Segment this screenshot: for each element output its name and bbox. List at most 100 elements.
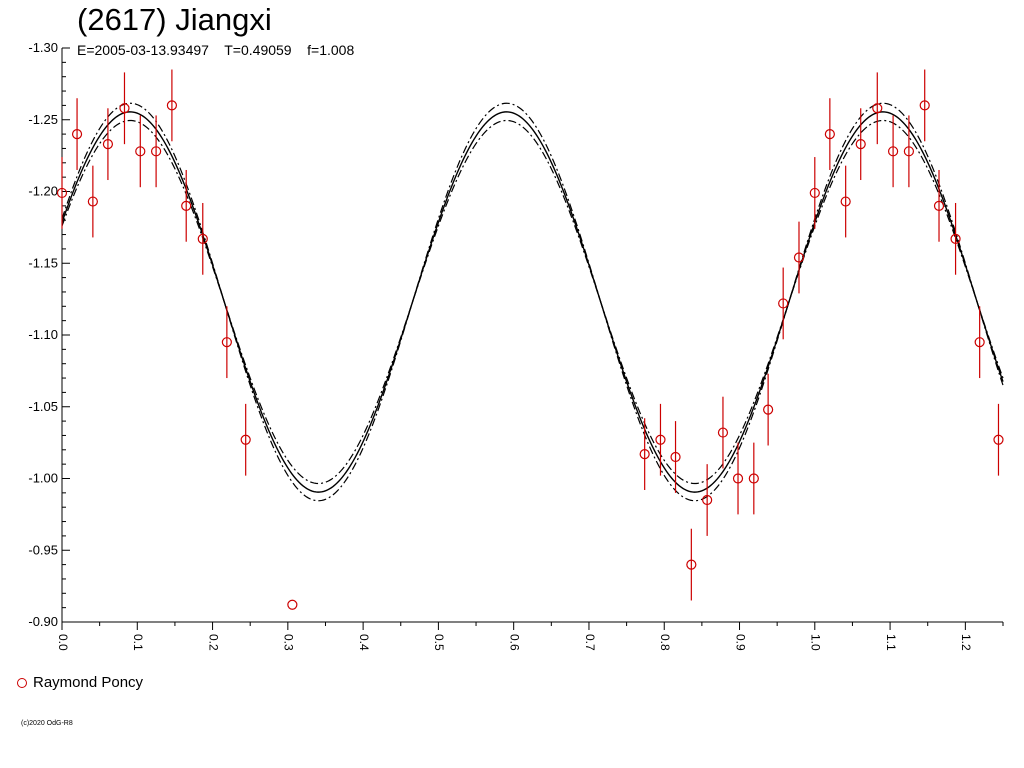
point-marker — [793, 252, 805, 263]
data-point — [974, 306, 985, 379]
x-tick-label: 0.8 — [658, 634, 672, 651]
x-tick-label: 1.2 — [959, 634, 973, 651]
x-tick-label: 0.7 — [583, 634, 597, 651]
data-point — [287, 599, 298, 610]
point-marker — [287, 599, 298, 610]
chart-subtitle: E=2005-03-13.93497 T=0.49059 f=1.008 — [77, 42, 355, 58]
x-tick-label: 1.1 — [884, 634, 898, 651]
point-marker — [166, 100, 178, 111]
point-marker — [903, 146, 915, 157]
y-tick-label: -1.30 — [28, 40, 58, 55]
point-marker — [702, 494, 713, 506]
data-point — [686, 528, 697, 601]
data-point — [151, 115, 162, 188]
y-tick-label: -1.15 — [28, 255, 58, 270]
data-point — [181, 169, 192, 242]
x-tick-label: 0.0 — [56, 634, 70, 651]
x-tick-label: 0.1 — [131, 634, 145, 651]
point-marker — [993, 434, 1004, 445]
chart-title: (2617) Jiangxi — [77, 2, 272, 37]
data-point — [670, 421, 681, 493]
point-marker — [181, 200, 192, 211]
point-marker — [717, 427, 729, 438]
point-marker — [919, 100, 930, 111]
data-point — [119, 72, 130, 145]
data-point — [732, 442, 744, 515]
point-marker — [763, 404, 774, 415]
point-marker — [102, 139, 114, 150]
point-marker — [855, 139, 866, 150]
x-tick-label: 0.2 — [206, 634, 220, 651]
point-marker — [240, 434, 251, 445]
point-marker — [809, 187, 820, 199]
data-point — [824, 98, 835, 170]
data-point — [903, 115, 915, 188]
data-point — [702, 464, 713, 536]
data-point — [639, 418, 650, 490]
data-point — [197, 202, 208, 275]
point-marker — [887, 146, 899, 157]
data-point — [933, 169, 945, 242]
point-marker — [151, 146, 162, 157]
data-point — [135, 115, 146, 188]
data-point — [993, 403, 1004, 476]
x-tick-label: 0.5 — [432, 634, 446, 651]
data-point — [655, 403, 666, 476]
data-point — [793, 221, 805, 294]
x-tick-label: 0.4 — [357, 634, 371, 651]
data-point — [840, 165, 851, 238]
fit-lower-envelope — [61, 119, 1004, 485]
fit-upper-envelope — [61, 102, 1004, 502]
x-tick-label: 0.9 — [733, 634, 747, 651]
data-point — [950, 202, 961, 275]
data-point — [240, 403, 251, 476]
point-marker — [732, 473, 744, 484]
legend-marker-icon — [17, 677, 27, 688]
data-point — [166, 69, 178, 142]
point-marker — [639, 449, 650, 460]
point-marker — [655, 434, 666, 445]
y-tick-label: -1.05 — [28, 399, 58, 414]
data-point — [71, 98, 83, 170]
data-point — [56, 157, 68, 229]
point-marker — [71, 129, 83, 140]
data-point — [855, 108, 866, 181]
legend-label: Raymond Poncy — [33, 674, 144, 691]
data-point — [102, 108, 114, 181]
data-point — [919, 69, 930, 142]
copyright: (c)2020 OdG-R8 — [21, 720, 73, 727]
data-point — [887, 115, 899, 188]
point-marker — [686, 559, 697, 570]
point-marker — [221, 337, 232, 348]
data-point — [221, 306, 232, 379]
data-point — [748, 442, 759, 515]
data-point — [809, 157, 820, 229]
point-marker — [974, 337, 985, 348]
y-tick-label: -1.00 — [28, 471, 58, 486]
axes: -1.30 -1.25 -1.20 -1.15 -1.10 -1.05 -1.00 -0.95… — [28, 40, 1004, 651]
fit-curves — [61, 102, 1004, 502]
y-tick-label: -1.20 — [28, 184, 58, 199]
data-point — [717, 396, 729, 469]
x-tick-label: 1.0 — [809, 634, 823, 651]
data-point — [872, 72, 883, 145]
point-marker — [778, 298, 789, 309]
data-points — [56, 69, 1004, 610]
x-tick-label: 0.6 — [508, 634, 522, 651]
point-marker — [933, 200, 945, 211]
point-marker — [197, 233, 208, 244]
point-marker — [670, 451, 681, 463]
point-marker — [135, 146, 146, 157]
point-marker — [824, 129, 835, 140]
point-marker — [748, 473, 759, 484]
point-marker — [872, 103, 883, 114]
fit-curve — [61, 111, 1004, 493]
x-tick-label: 0.3 — [282, 634, 296, 651]
point-marker — [56, 187, 68, 199]
point-marker — [840, 196, 851, 207]
legend: Raymond Poncy — [17, 674, 143, 691]
point-marker — [87, 196, 98, 207]
y-tick-label: -0.90 — [28, 614, 58, 629]
y-tick-label: -0.95 — [28, 542, 58, 557]
